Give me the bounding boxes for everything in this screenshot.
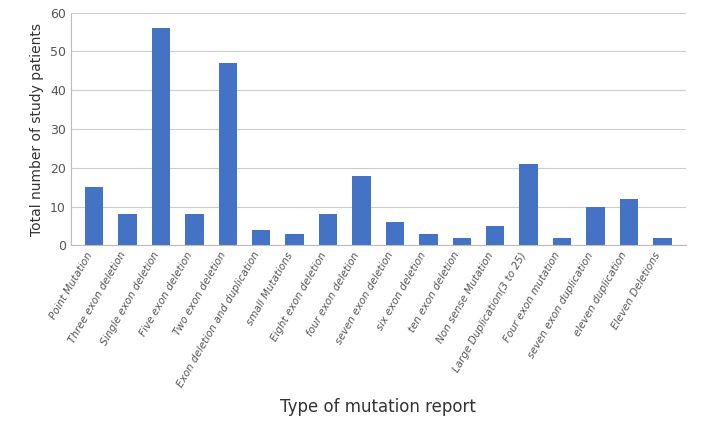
Bar <box>419 234 438 245</box>
X-axis label: Type of mutation report: Type of mutation report <box>280 398 477 416</box>
Bar <box>386 222 404 245</box>
Bar <box>553 238 571 245</box>
Y-axis label: Total number of study patients: Total number of study patients <box>30 22 45 236</box>
Bar <box>486 226 504 245</box>
Bar <box>452 238 471 245</box>
Bar <box>352 176 370 245</box>
Bar <box>620 199 638 245</box>
Bar <box>586 206 604 245</box>
Bar <box>152 28 170 245</box>
Bar <box>286 234 304 245</box>
Bar <box>85 187 103 245</box>
Bar <box>252 230 271 245</box>
Bar <box>118 214 136 245</box>
Bar <box>185 214 204 245</box>
Bar <box>218 63 237 245</box>
Bar <box>520 164 538 245</box>
Bar <box>319 214 337 245</box>
Bar <box>653 238 672 245</box>
